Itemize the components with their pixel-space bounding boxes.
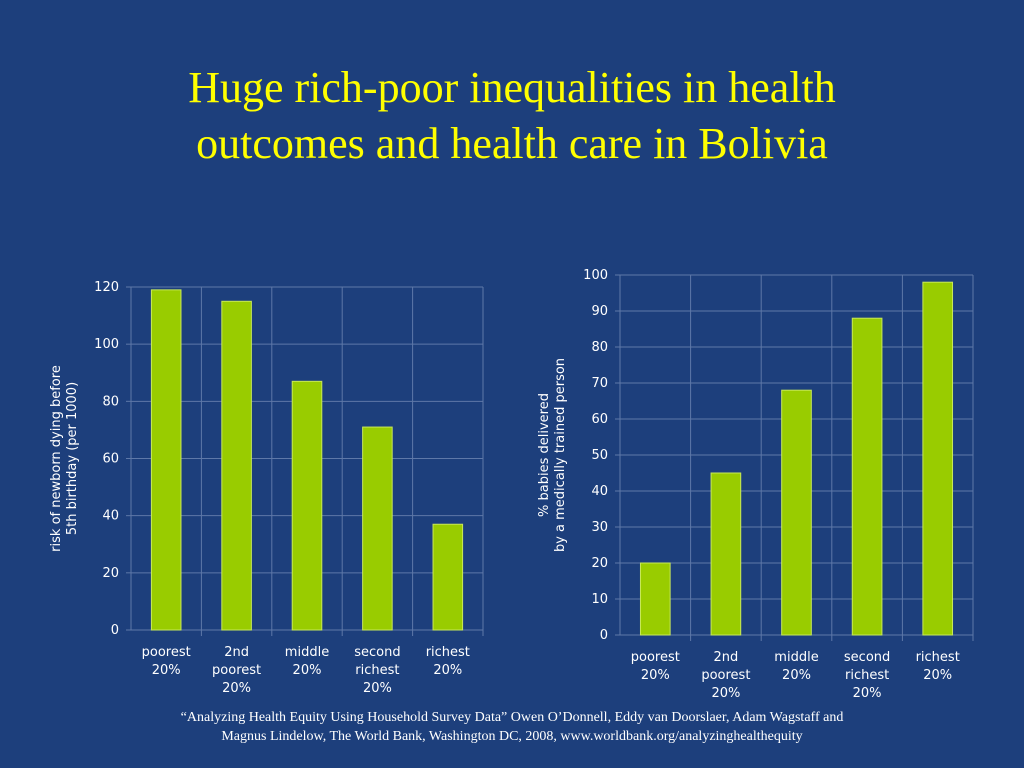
delivery-y-tick-label: 10 [591,592,608,607]
delivery-y-tick-label: 0 [600,628,608,643]
citation-line-2: Magnus Lindelow, The World Bank, Washing… [221,729,803,744]
mortality-y-axis-label: risk of newborn dying before5th birthday… [49,365,80,552]
mortality-y-tick-label: 40 [102,509,119,524]
mortality-y-tick-label: 60 [102,452,119,467]
delivery-bar [710,472,742,636]
mortality-bar [291,380,323,631]
delivery-x-tick-label: richest 20% [916,650,960,683]
mortality-bar [362,426,393,631]
slide-title-line-1: Huge rich-poor inequalities in health [188,63,836,112]
mortality-bar [150,289,182,631]
delivery-y-tick-label: 100 [583,268,608,283]
mortality-x-tick-label: poorest 20% [142,645,191,678]
delivery-x-tick-label: middle 20% [774,650,818,683]
mortality-y-tick-label: 100 [94,337,119,352]
delivery-y-tick-label: 90 [591,304,608,319]
mortality-x-tick-label: richest 20% [426,645,470,678]
mortality-bar [432,523,464,631]
slide-title: Huge rich-poor inequalities in health ou… [0,60,1024,172]
delivery-y-tick-label: 30 [591,520,608,535]
mortality-y-tick-label: 80 [102,394,119,409]
delivery-x-tick-label: poorest 20% [631,650,680,683]
delivery-y-tick-label: 40 [591,484,608,499]
delivery-bar [639,562,671,636]
delivery-y-axis-label: % babies deliveredby a medically trained… [537,358,568,552]
delivery-y-tick-label: 80 [591,340,608,355]
delivery-x-tick-label: second richest 20% [844,650,890,701]
mortality-y-tick-label: 120 [94,280,119,295]
delivery-bar [851,317,883,636]
delivery-bar [922,281,954,636]
delivery-x-tick-label: 2nd poorest 20% [701,650,750,701]
slide-title-line-2: outcomes and health care in Bolivia [196,119,828,168]
mortality-bar [221,300,252,631]
mortality-x-tick-label: 2nd poorest 20% [212,645,261,696]
delivery-bar [781,389,812,636]
delivery-y-tick-label: 70 [591,376,608,391]
mortality-y-tick-label: 0 [111,623,119,638]
delivery-y-tick-label: 60 [591,412,608,427]
mortality-x-tick-label: second richest 20% [354,645,400,696]
source-citation: “Analyzing Health Equity Using Household… [0,708,1024,746]
delivery-y-tick-label: 50 [591,448,608,463]
mortality-y-tick-label: 20 [102,566,119,581]
citation-line-1: “Analyzing Health Equity Using Household… [180,710,844,725]
delivery-y-tick-label: 20 [591,556,608,571]
mortality-x-tick-label: middle 20% [285,645,329,678]
